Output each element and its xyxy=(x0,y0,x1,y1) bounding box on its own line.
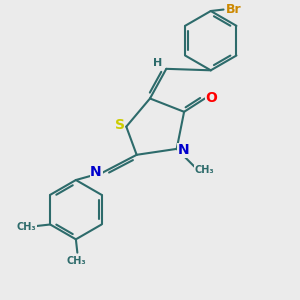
Text: H: H xyxy=(153,58,163,68)
Text: CH₃: CH₃ xyxy=(17,222,36,232)
Text: Br: Br xyxy=(226,3,242,16)
Text: CH₃: CH₃ xyxy=(67,256,87,266)
Text: N: N xyxy=(177,143,189,158)
Text: N: N xyxy=(90,165,102,179)
Text: S: S xyxy=(115,118,125,132)
Text: O: O xyxy=(206,91,217,105)
Text: CH₃: CH₃ xyxy=(194,165,214,175)
